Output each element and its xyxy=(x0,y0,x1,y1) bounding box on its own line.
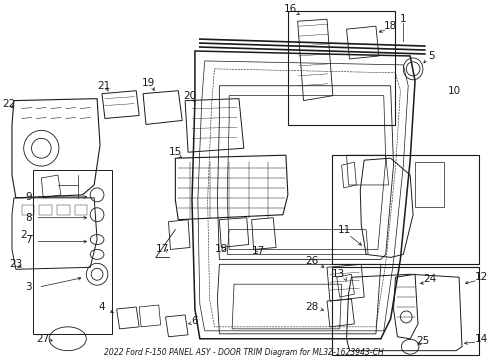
Text: 2: 2 xyxy=(21,230,27,239)
Bar xyxy=(415,162,444,207)
Text: 11: 11 xyxy=(338,225,351,235)
Text: 17: 17 xyxy=(156,244,169,255)
Text: 9: 9 xyxy=(25,192,32,202)
Bar xyxy=(57,205,70,215)
Bar xyxy=(39,205,52,215)
Text: 8: 8 xyxy=(25,213,32,223)
Text: 18: 18 xyxy=(384,21,397,31)
Bar xyxy=(74,205,87,215)
Text: 16: 16 xyxy=(284,4,297,14)
Text: 12: 12 xyxy=(475,272,488,282)
Text: 1: 1 xyxy=(400,14,407,24)
Text: 24: 24 xyxy=(423,274,437,284)
Text: 3: 3 xyxy=(25,282,32,292)
Text: 7: 7 xyxy=(25,234,32,244)
Text: 21: 21 xyxy=(98,81,111,91)
Text: 26: 26 xyxy=(306,256,319,266)
Text: 28: 28 xyxy=(306,302,319,312)
Text: 23: 23 xyxy=(9,259,23,269)
Text: 18: 18 xyxy=(215,244,228,255)
Bar xyxy=(288,11,395,125)
Bar xyxy=(33,170,112,334)
Bar xyxy=(22,205,34,215)
Text: 5: 5 xyxy=(428,51,435,61)
Text: 17: 17 xyxy=(252,247,265,256)
Text: 14: 14 xyxy=(475,334,488,344)
Text: 15: 15 xyxy=(169,147,182,157)
Bar xyxy=(332,155,479,264)
Text: 19: 19 xyxy=(142,78,155,88)
Text: 27: 27 xyxy=(37,334,50,344)
Text: 13: 13 xyxy=(332,269,345,279)
Text: 2022 Ford F-150 PANEL ASY - DOOR TRIM Diagram for ML3Z-1623943-CH: 2022 Ford F-150 PANEL ASY - DOOR TRIM Di… xyxy=(104,348,384,357)
Text: 22: 22 xyxy=(2,99,16,109)
Text: 20: 20 xyxy=(183,91,196,101)
Text: 4: 4 xyxy=(98,302,105,312)
Bar xyxy=(332,267,479,355)
Text: 6: 6 xyxy=(192,316,198,326)
Text: 25: 25 xyxy=(416,336,430,346)
Text: 10: 10 xyxy=(448,86,461,96)
